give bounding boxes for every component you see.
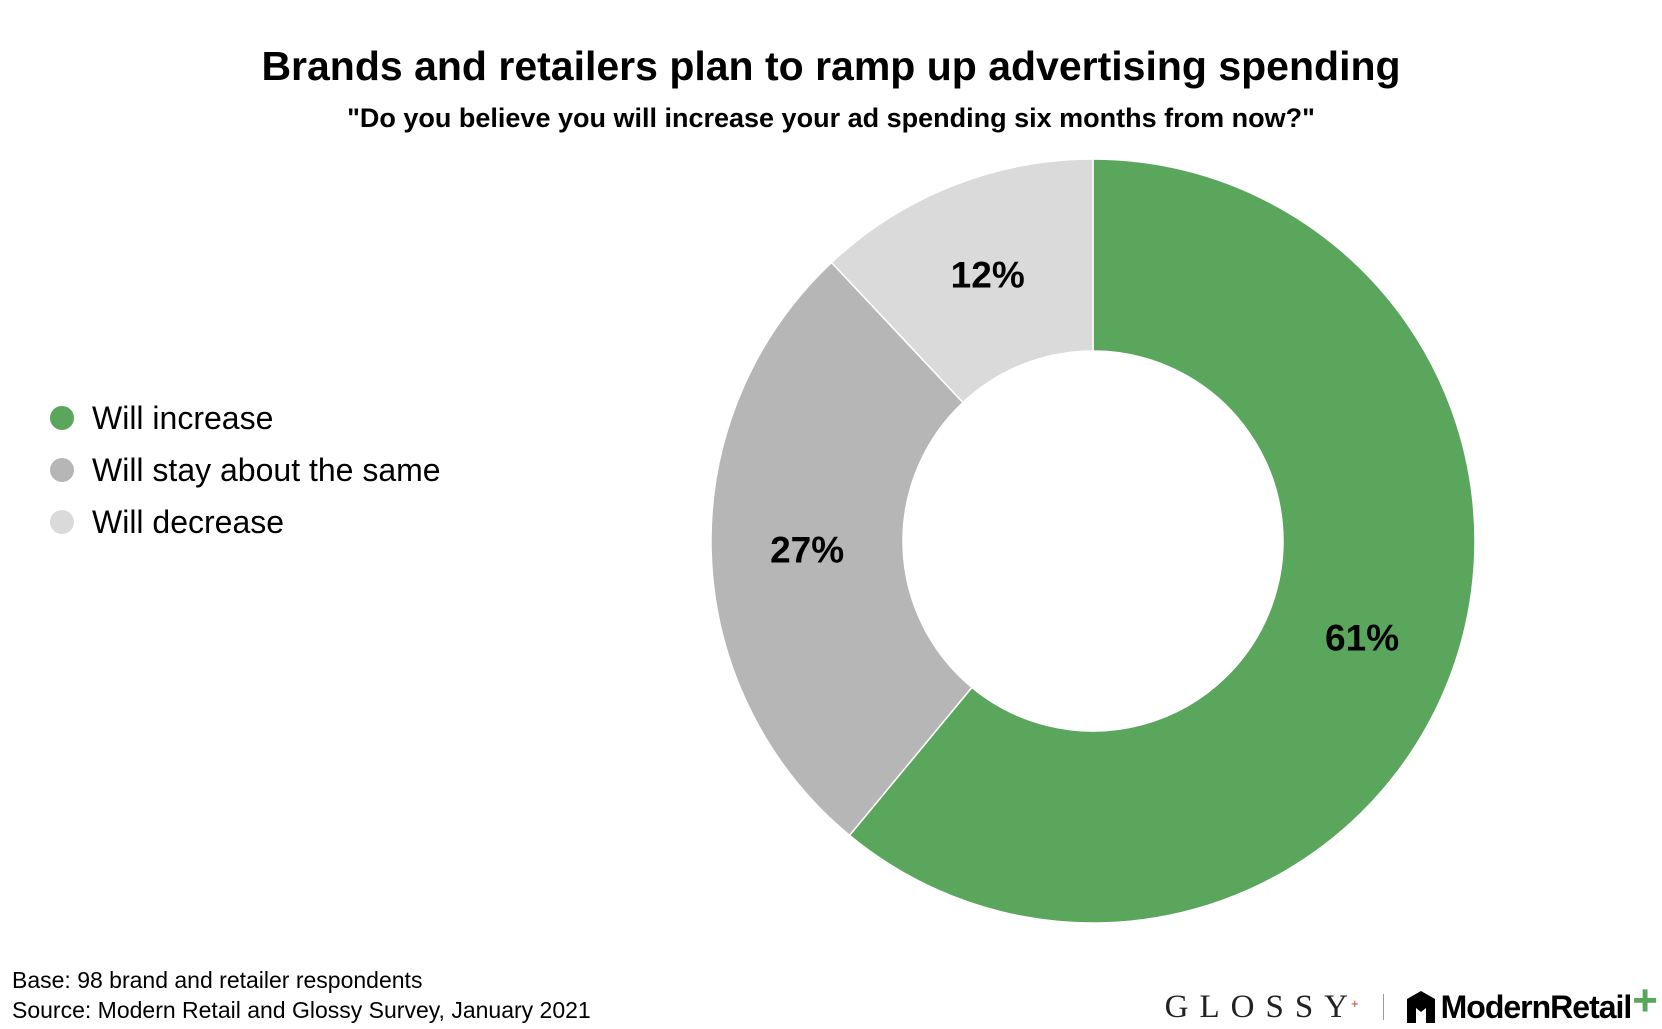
logo-divider bbox=[1382, 994, 1384, 1020]
legend-swatch-will-increase bbox=[50, 406, 74, 430]
publisher-logos: GLOSSY + ModernRetail + bbox=[1164, 976, 1658, 1029]
legend-label-will-increase: Will increase bbox=[92, 400, 274, 436]
chart-title: Brands and retailers plan to ramp up adv… bbox=[261, 43, 1401, 89]
glossy-plus-mark: + bbox=[1351, 995, 1359, 1011]
modern-retail-plus-mark: + bbox=[1632, 976, 1658, 1025]
base-note: Base: 98 brand and retailer respondents bbox=[12, 967, 423, 993]
modern-retail-logo: ModernRetail bbox=[1440, 988, 1633, 1025]
modern-retail-icon bbox=[1406, 991, 1435, 1023]
slice-label-will-increase: 61% bbox=[1325, 617, 1399, 658]
legend-swatch-will-decrease bbox=[50, 510, 74, 534]
legend-item-will-stay-the-same: Will stay about the same bbox=[48, 444, 608, 496]
slice-will-increase bbox=[848, 158, 1476, 924]
glossy-logo: GLOSSY bbox=[1164, 988, 1360, 1025]
legend-label-will-stay-the-same: Will stay about the same bbox=[92, 452, 441, 488]
legend-label-will-decrease: Will decrease bbox=[92, 504, 285, 540]
slice-label-will-stay-the-same: 27% bbox=[770, 529, 844, 570]
chart-subtitle: "Do you believe you will increase your a… bbox=[347, 103, 1315, 133]
slice-will-decrease bbox=[830, 158, 1094, 404]
chart-legend: Will increase Will stay about the same W… bbox=[48, 392, 608, 548]
slice-will-stay-the-same bbox=[710, 261, 973, 837]
legend-item-will-decrease: Will decrease bbox=[48, 496, 608, 548]
slice-label-will-decrease: 12% bbox=[951, 255, 1025, 296]
chart-footnotes: Base: 98 brand and retailer respondents … bbox=[12, 965, 591, 1025]
legend-item-will-increase: Will increase bbox=[48, 392, 608, 444]
legend-swatch-will-stay-the-same bbox=[50, 458, 74, 482]
source-note: Source: Modern Retail and Glossy Survey,… bbox=[12, 997, 591, 1023]
